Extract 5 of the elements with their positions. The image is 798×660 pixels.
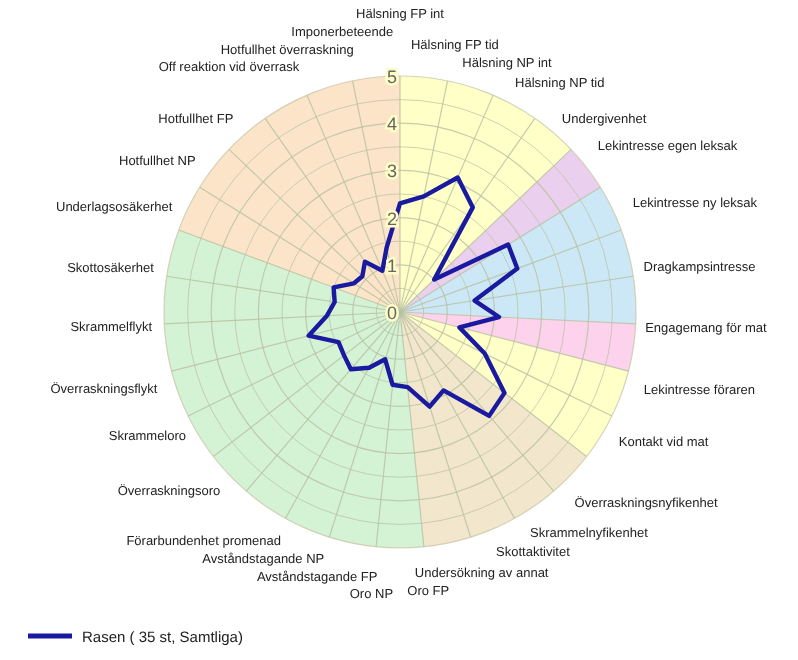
y-tick-label: 3 [386,161,398,182]
y-tick-label: 1 [386,255,398,276]
y-tick-label: 4 [386,114,398,135]
y-tick-label: 0 [386,303,398,323]
y-tick-label: 5 [386,67,398,87]
